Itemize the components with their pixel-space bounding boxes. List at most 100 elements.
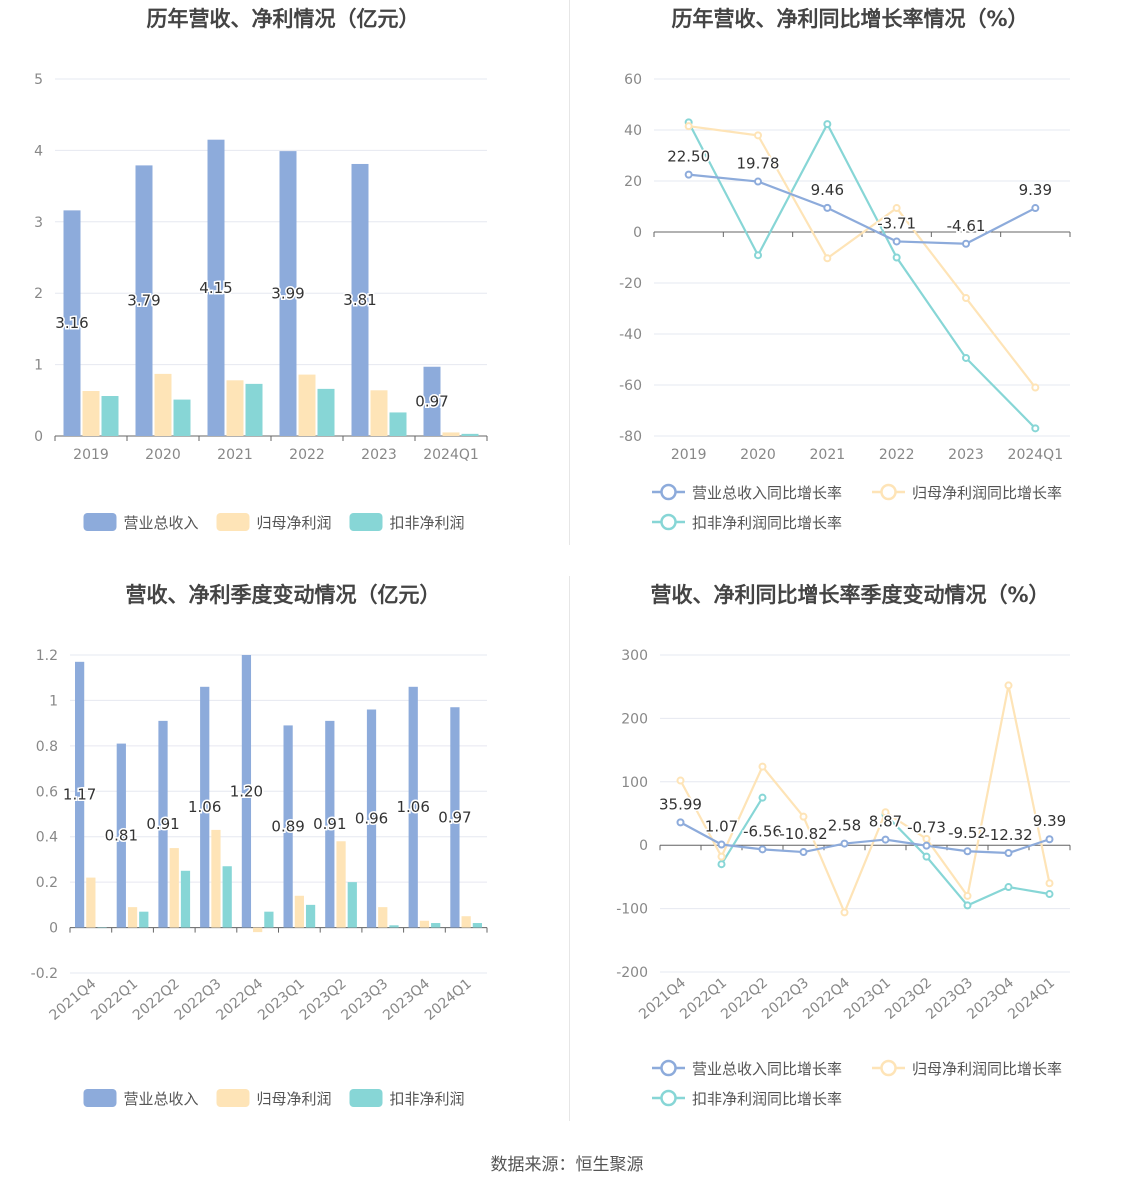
x-tick-label: 2024Q1 [1005, 975, 1058, 1023]
bar-data-label: 0.96 [355, 810, 388, 828]
bar-扣非净利润 [245, 383, 263, 436]
point-归母净利润同比增长率 [881, 808, 890, 817]
bar-data-label: 1.06 [397, 798, 430, 816]
y-tick-label: -80 [619, 429, 642, 445]
y-tick-label: 60 [624, 72, 642, 88]
annual-revenue-profit-chart: 历年营收、净利情况（亿元） 0 1 2 3 4 5 2019 2020 2021 2022 2023 2… [34, 7, 488, 532]
bar-data-label: 0.89 [271, 817, 304, 835]
point-营业总收入同比增长率 [758, 845, 767, 854]
point-营业总收入同比增长率 [840, 839, 849, 848]
legend-label: 扣非净利润 [390, 514, 465, 532]
y-tick-label: -60 [619, 378, 642, 394]
bar-扣非净利润 [431, 923, 441, 928]
y-tick-label: 1 [34, 358, 43, 374]
bar-营业总收入 [279, 151, 297, 436]
quarterly-bar-panel: 营收、净利季度变动情况（亿元） -0.2 0 0.2 0.4 0.6 0.8 1 1.2 2021… [0, 576, 567, 1151]
legend-label: 归母净利润同比增长率 [912, 1060, 1062, 1078]
legend-label: 扣非净利润同比增长率 [692, 514, 842, 532]
legend-label: 归母净利润 [257, 514, 332, 532]
point-营业总收入同比增长率 [881, 835, 890, 844]
x-tick-label: 2021 [810, 447, 846, 463]
bar-归母净利润 [294, 895, 304, 928]
point-归母净利润同比增长率 [799, 812, 808, 821]
point-扣非净利润同比增长率 [1031, 424, 1040, 433]
point-扣非净利润同比增长率 [758, 793, 767, 802]
bar-归母净利润 [442, 432, 460, 436]
bar-归母净利润 [419, 920, 430, 928]
line-data-label: 22.50 [667, 148, 710, 166]
point-营业总收入同比增长率 [799, 848, 808, 857]
point-归母净利润同比增长率 [754, 131, 762, 140]
line-data-label: -0.73 [907, 819, 946, 837]
legend-swatch [349, 513, 383, 531]
x-tick-label: 2023 [361, 447, 397, 463]
legend-marker [880, 1059, 897, 1077]
bar-扣非净利润 [461, 433, 479, 436]
line-归母净利润同比增长率 [679, 685, 1051, 916]
bar-data-label: 1.17 [63, 786, 96, 804]
bar-data-label: 4.15 [199, 279, 232, 297]
point-归母净利润同比增长率 [684, 122, 693, 131]
bar-归母净利润 [82, 391, 100, 436]
point-扣非净利润同比增长率 [892, 253, 901, 262]
y-tick-label: 0.6 [36, 784, 58, 800]
bar-营业总收入 [207, 139, 225, 436]
legend-swatch [216, 513, 250, 531]
x-tick-label: 2019 [73, 447, 109, 463]
legend-label: 营业总收入 [124, 514, 199, 532]
x-tick-label: 2023 [948, 447, 984, 463]
chart-title: 营收、净利季度变动情况（亿元） [126, 583, 441, 607]
line-data-label: -9.52 [948, 824, 987, 842]
annual-growth-panel: 历年营收、净利同比增长率情况（%） -80 -60 -40 -20 0 20 40 60 2019… [567, 0, 1134, 575]
bar-归母净利润 [370, 390, 388, 436]
y-tick-label: -0.2 [31, 966, 58, 982]
bar-归母净利润 [86, 877, 96, 928]
bar-扣非净利润 [389, 412, 407, 436]
point-扣非净利润同比增长率 [754, 251, 762, 260]
legend-swatch [83, 1089, 117, 1107]
y-tick-label: 3 [34, 215, 43, 231]
chart-title: 历年营收、净利情况（亿元） [147, 7, 420, 31]
line-扣非净利润同比增长率 [720, 797, 764, 865]
y-tick-label: 100 [621, 775, 648, 791]
point-归母净利润同比增长率 [758, 762, 767, 771]
bar-营业总收入 [450, 707, 460, 928]
annual-growth-rate-chart: 历年营收、净利同比增长率情况（%） -80 -60 -40 -20 0 20 40 60 2019… [619, 7, 1071, 532]
line-data-label: 9.39 [1033, 812, 1066, 830]
bar-归母净利润 [298, 374, 316, 436]
quarterly-growth-panel: 营收、净利同比增长率季度变动情况（%） -200 -100 0 100 200 300 202… [567, 576, 1134, 1151]
bar-营业总收入 [116, 743, 126, 928]
bar-扣非净利润 [389, 925, 399, 928]
point-扣非净利润同比增长率 [963, 901, 972, 910]
point-归母净利润同比增长率 [1045, 879, 1054, 888]
y-tick-label: -40 [619, 327, 642, 343]
point-营业总收入同比增长率 [676, 818, 685, 827]
line-data-label: -6.56 [743, 822, 782, 840]
point-归母净利润同比增长率 [823, 254, 832, 263]
line-扣非净利润同比增长率 [687, 121, 1037, 430]
y-tick-label: 2 [34, 286, 43, 302]
point-归母净利润同比增长率 [963, 891, 972, 900]
bar-归母净利润 [226, 380, 244, 436]
point-营业总收入同比增长率 [1045, 835, 1054, 844]
line-data-label: 35.99 [659, 795, 702, 813]
y-tick-label: 40 [624, 123, 642, 139]
legend-label: 营业总收入同比增长率 [692, 1060, 842, 1078]
point-营业总收入同比增长率 [1031, 204, 1040, 213]
bar-营业总收入 [200, 686, 210, 928]
bar-营业总收入 [423, 366, 441, 436]
bar-扣非净利润 [222, 866, 232, 928]
point-扣非净利润同比增长率 [823, 120, 832, 129]
bar-扣非净利润 [97, 927, 107, 929]
bar-扣非净利润 [264, 911, 274, 928]
bar-data-label: 3.99 [271, 285, 304, 303]
divider-bottom [569, 576, 570, 1121]
line-data-label: 9.46 [811, 181, 844, 199]
bar-扣非净利润 [305, 904, 316, 928]
bar-营业总收入 [75, 661, 85, 928]
x-tick-label: 2019 [671, 447, 707, 463]
point-营业总收入同比增长率 [823, 203, 832, 212]
bar-data-label: 0.97 [438, 808, 471, 826]
legend-label: 归母净利润同比增长率 [912, 484, 1062, 502]
bar-营业总收入 [351, 163, 369, 436]
